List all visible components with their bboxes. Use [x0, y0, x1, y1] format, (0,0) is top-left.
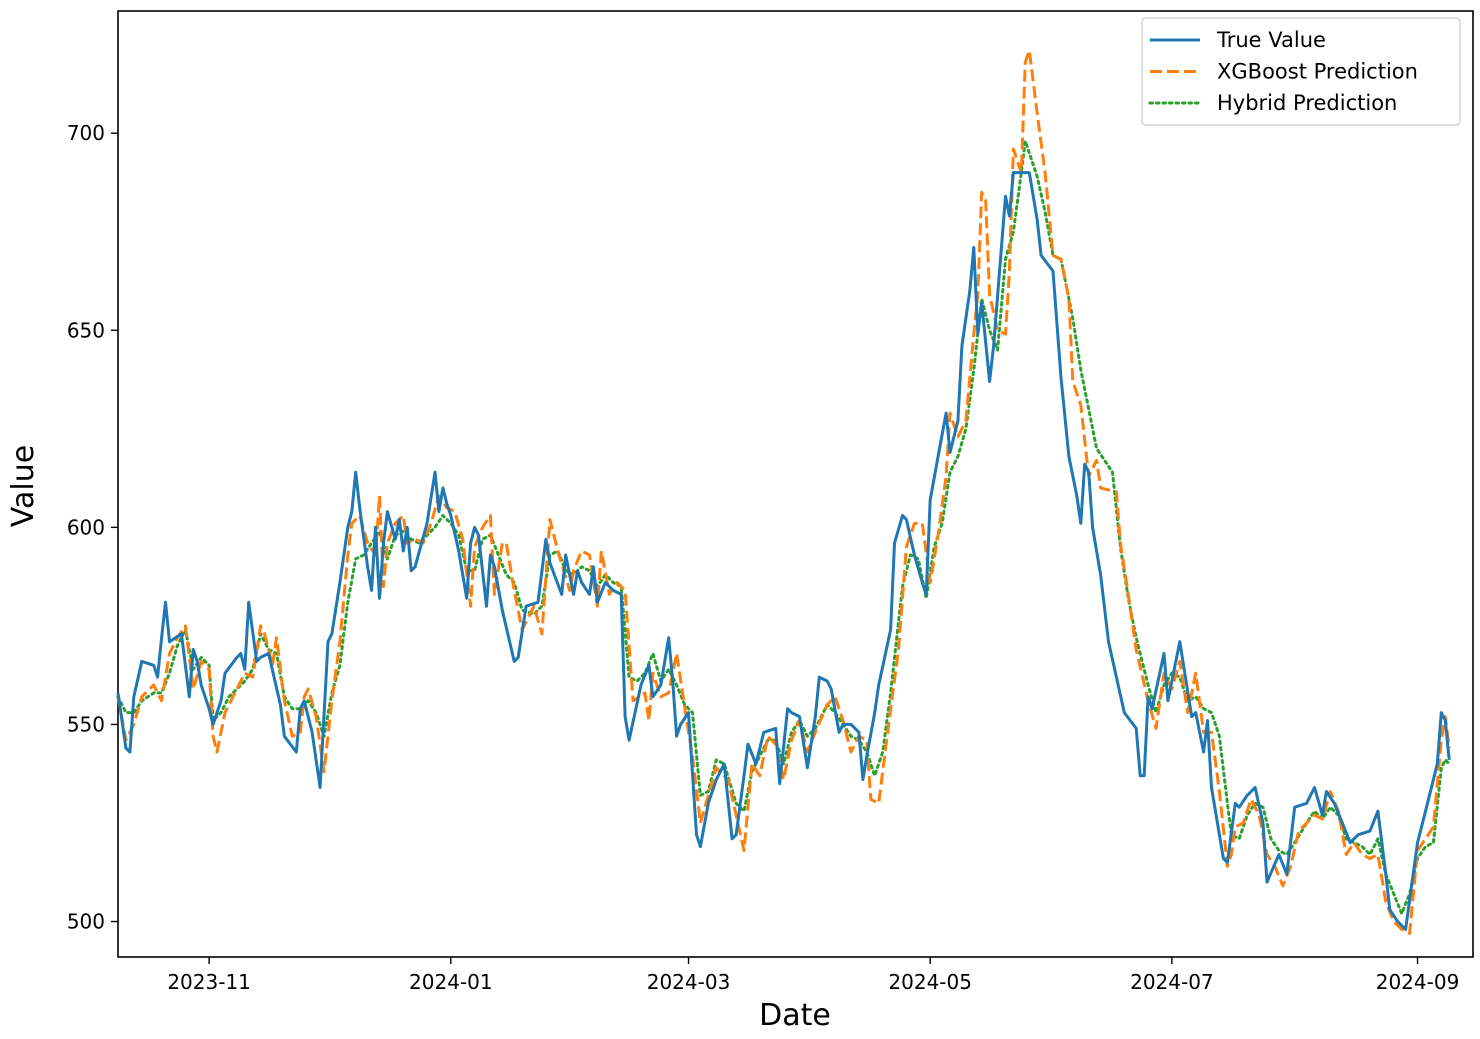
legend-label-hybrid-prediction: Hybrid Prediction [1217, 91, 1397, 115]
series-line-xgboost-prediction [116, 48, 1451, 935]
legend-label-xgboost-prediction: XGBoost Prediction [1217, 60, 1418, 84]
x-tick-label: 2024-05 [888, 970, 972, 994]
y-axis-ticks: 500 550 600 650 700 [67, 121, 118, 934]
legend: True Value XGBoost Prediction Hybrid Predi… [1141, 17, 1461, 126]
x-tick-label: 2024-01 [409, 970, 493, 994]
series-line-true-value [116, 171, 1451, 931]
x-tick-label: 2024-09 [1376, 970, 1460, 994]
y-tick-label: 650 [67, 318, 105, 342]
series-layer [116, 48, 1451, 935]
series-line-hybrid-prediction [116, 139, 1451, 916]
x-tick-label: 2024-07 [1130, 970, 1214, 994]
plot-frame [117, 10, 1474, 958]
legend-label-true-value: True Value [1216, 28, 1326, 52]
legend-entries: True Value XGBoost Prediction Hybrid Predi… [1148, 28, 1418, 115]
y-tick-label: 700 [67, 121, 105, 145]
y-tick-label: 600 [67, 515, 105, 539]
legend-box [1141, 17, 1461, 126]
x-tick-label: 2024-03 [647, 970, 731, 994]
y-tick-label: 500 [67, 910, 105, 934]
y-axis-label: Value [6, 445, 41, 527]
y-tick-label: 550 [67, 712, 105, 736]
x-tick-label: 2023-11 [167, 970, 251, 994]
x-axis-label: Date [759, 998, 831, 1033]
x-axis-ticks: 2023-11 2024-01 2024-03 2024-05 2024-07 2024-… [167, 957, 1459, 994]
